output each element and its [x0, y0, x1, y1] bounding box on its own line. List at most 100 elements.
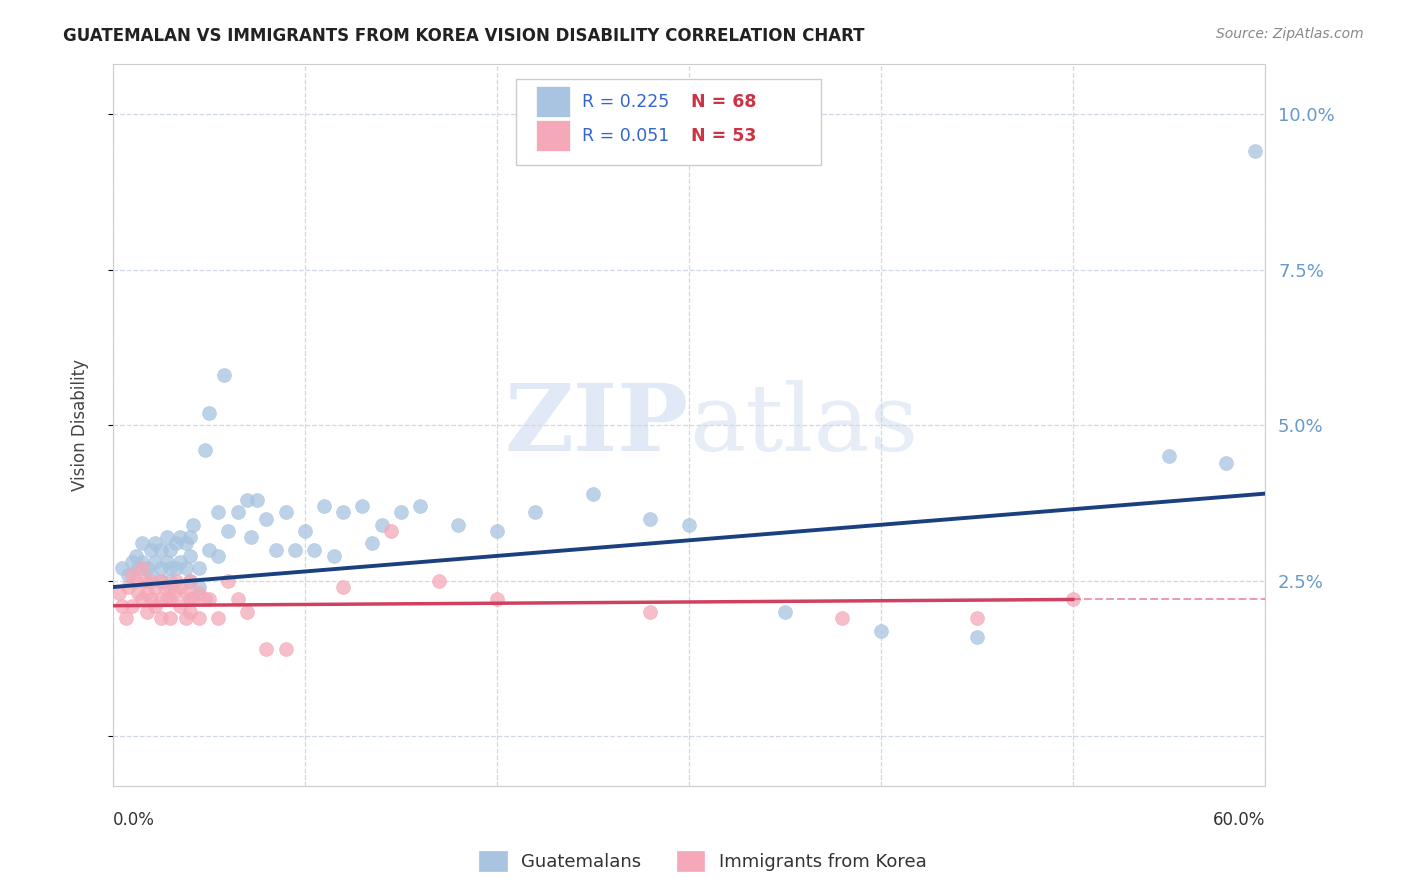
- Point: [217, 524, 239, 538]
- Point: [312, 499, 335, 513]
- Point: [131, 555, 153, 569]
- Point: [136, 605, 159, 619]
- Text: R = 0.051: R = 0.051: [582, 127, 669, 145]
- Point: [143, 536, 166, 550]
- Point: [155, 530, 177, 544]
- Point: [966, 630, 988, 644]
- Point: [207, 549, 229, 563]
- Point: [447, 517, 470, 532]
- Point: [127, 561, 149, 575]
- Point: [264, 542, 287, 557]
- Point: [485, 592, 508, 607]
- Text: R = 0.225: R = 0.225: [582, 93, 669, 111]
- Point: [131, 561, 153, 575]
- Point: [236, 605, 259, 619]
- Point: [194, 443, 217, 458]
- Point: [117, 567, 139, 582]
- Point: [183, 517, 205, 532]
- Point: [294, 524, 316, 538]
- Point: [136, 561, 159, 575]
- Point: [121, 555, 143, 569]
- Point: [169, 599, 191, 613]
- Point: [159, 542, 181, 557]
- Point: [240, 530, 263, 544]
- Point: [274, 642, 297, 657]
- Point: [198, 406, 221, 420]
- Point: [179, 605, 201, 619]
- Point: [640, 605, 662, 619]
- Point: [136, 586, 159, 600]
- Point: [159, 561, 181, 575]
- Point: [188, 586, 211, 600]
- Point: [236, 492, 259, 507]
- Point: [427, 574, 450, 588]
- Point: [179, 574, 201, 588]
- Point: [179, 592, 201, 607]
- Point: [226, 592, 249, 607]
- Point: [1215, 456, 1237, 470]
- Point: [131, 536, 153, 550]
- Point: [524, 505, 547, 519]
- Point: [304, 542, 326, 557]
- Point: [226, 505, 249, 519]
- Point: [284, 542, 307, 557]
- Point: [256, 642, 278, 657]
- Point: [869, 624, 891, 638]
- Text: N = 68: N = 68: [692, 93, 756, 111]
- Point: [322, 549, 344, 563]
- Point: [274, 505, 297, 519]
- Point: [198, 542, 221, 557]
- Point: [1244, 145, 1267, 159]
- Point: [188, 561, 211, 575]
- Point: [127, 586, 149, 600]
- Point: [179, 549, 201, 563]
- Point: [149, 592, 172, 607]
- Text: Source: ZipAtlas.com: Source: ZipAtlas.com: [1216, 27, 1364, 41]
- Point: [141, 567, 163, 582]
- Point: [149, 542, 172, 557]
- Point: [966, 611, 988, 625]
- Point: [256, 511, 278, 525]
- Point: [640, 511, 662, 525]
- Point: [179, 574, 201, 588]
- Point: [159, 611, 181, 625]
- Point: [141, 574, 163, 588]
- Point: [121, 599, 143, 613]
- Point: [107, 586, 129, 600]
- Point: [159, 574, 181, 588]
- Point: [212, 368, 235, 383]
- Legend: Guatemalans, Immigrants from Korea: Guatemalans, Immigrants from Korea: [472, 844, 934, 879]
- Y-axis label: Vision Disability: Vision Disability: [72, 359, 89, 491]
- Point: [389, 505, 412, 519]
- Bar: [536, 87, 571, 117]
- Point: [117, 580, 139, 594]
- Text: GUATEMALAN VS IMMIGRANTS FROM KOREA VISION DISABILITY CORRELATION CHART: GUATEMALAN VS IMMIGRANTS FROM KOREA VISI…: [63, 27, 865, 45]
- Point: [143, 580, 166, 594]
- Point: [141, 592, 163, 607]
- Point: [246, 492, 269, 507]
- Point: [165, 536, 187, 550]
- Point: [1062, 592, 1084, 607]
- Point: [773, 605, 796, 619]
- Point: [409, 499, 432, 513]
- Point: [1157, 450, 1180, 464]
- Point: [179, 530, 201, 544]
- Point: [678, 517, 700, 532]
- Point: [149, 574, 172, 588]
- Point: [183, 592, 205, 607]
- Point: [169, 580, 191, 594]
- Point: [188, 580, 211, 594]
- Point: [149, 574, 172, 588]
- Point: [125, 549, 148, 563]
- Point: [141, 542, 163, 557]
- Point: [352, 499, 374, 513]
- Point: [149, 611, 172, 625]
- Point: [582, 486, 605, 500]
- Point: [111, 561, 134, 575]
- Point: [121, 567, 143, 582]
- Point: [174, 536, 197, 550]
- Point: [159, 592, 181, 607]
- FancyBboxPatch shape: [516, 78, 821, 165]
- Point: [188, 611, 211, 625]
- Point: [370, 517, 392, 532]
